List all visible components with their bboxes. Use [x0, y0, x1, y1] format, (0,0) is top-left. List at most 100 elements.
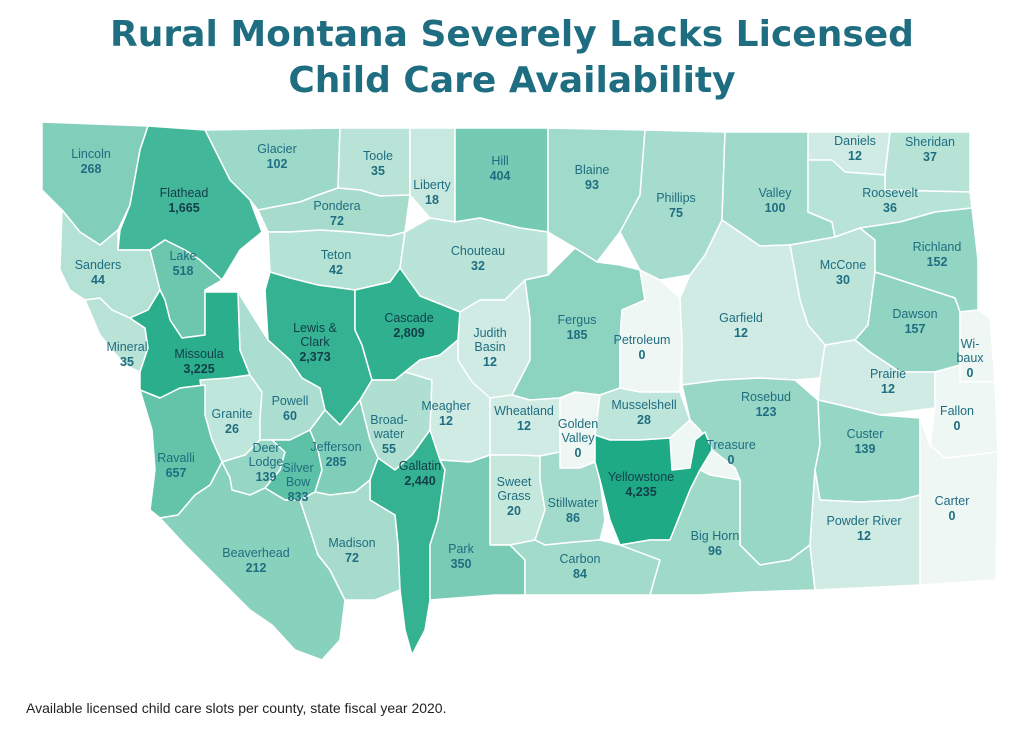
- county-value: 18: [425, 193, 439, 207]
- county-powder-river: [809, 469, 921, 591]
- county-name: Chouteau: [451, 244, 505, 258]
- county-value: 2,809: [393, 326, 424, 340]
- county-value: 0: [954, 419, 961, 433]
- county-value: 0: [639, 348, 646, 362]
- county-name: Phillips: [656, 191, 696, 205]
- county-value: 30: [836, 273, 850, 287]
- county-value: 285: [326, 455, 347, 469]
- county-name: Silver Bow: [282, 461, 313, 489]
- county-value: 350: [451, 557, 472, 571]
- county-name: Judith Basin: [473, 326, 506, 354]
- county-name: Golden Valley: [558, 417, 598, 445]
- county-name: Flathead: [160, 186, 209, 200]
- county-value: 86: [566, 511, 580, 525]
- county-value: 35: [120, 355, 134, 369]
- county-madison: [299, 479, 401, 601]
- title-line-1: Rural Montana Severely Lacks Licensed: [110, 14, 914, 55]
- county-value: 32: [471, 259, 485, 273]
- county-name: Custer: [847, 427, 884, 441]
- county-value: 60: [283, 409, 297, 423]
- map-caption: Available licensed child care slots per …: [26, 700, 447, 716]
- county-value: 833: [288, 490, 309, 504]
- county-name: Sanders: [75, 258, 122, 272]
- county-value: 12: [881, 382, 895, 396]
- county-name: Wi-baux: [956, 337, 984, 365]
- county-value: 75: [669, 206, 683, 220]
- county-name: McCone: [820, 258, 867, 272]
- county-value: 36: [883, 201, 897, 215]
- county-stillwater: [534, 451, 606, 546]
- county-name: Glacier: [257, 142, 297, 156]
- county-name: Rosebud: [741, 390, 791, 404]
- county-name: Sweet Grass: [497, 475, 532, 503]
- county-value: 518: [173, 264, 194, 278]
- county-name: Dawson: [892, 307, 937, 321]
- county-name: Hill: [491, 154, 508, 168]
- county-value: 35: [371, 164, 385, 178]
- county-name: Carter: [935, 494, 970, 508]
- county-name: Gallatin: [399, 459, 441, 473]
- county-name: Carbon: [560, 552, 601, 566]
- county-name: Treasure: [706, 438, 756, 452]
- county-name: Missoula: [174, 347, 223, 361]
- county-name: Musselshell: [611, 398, 676, 412]
- county-value: 2,373: [299, 350, 330, 364]
- county-value: 185: [567, 328, 588, 342]
- county-name: Lake: [169, 249, 196, 263]
- county-value: 268: [81, 162, 102, 176]
- county-value: 0: [949, 509, 956, 523]
- county-name: Fallon: [940, 404, 974, 418]
- county-name: Lincoln: [71, 147, 111, 161]
- county-labels: Lincoln268Glacier102Toole35Liberty18Hill…: [71, 134, 984, 581]
- county-name: Richland: [913, 240, 962, 254]
- county-value: 55: [382, 442, 396, 456]
- county-name: Cascade: [384, 311, 433, 325]
- county-name: Stillwater: [548, 496, 599, 510]
- county-value: 72: [345, 551, 359, 565]
- county-value: 37: [923, 150, 937, 164]
- county-name: Park: [448, 542, 474, 556]
- county-name: Teton: [321, 248, 352, 262]
- map-title: Rural Montana Severely Lacks Licensed Ch…: [0, 12, 1024, 104]
- county-name: Yellowstone: [608, 470, 674, 484]
- county-value: 12: [517, 419, 531, 433]
- county-name: Prairie: [870, 367, 906, 381]
- county-value: 123: [756, 405, 777, 419]
- county-name: Powder River: [826, 514, 901, 528]
- county-name: Jefferson: [310, 440, 361, 454]
- county-name: Lewis & Clark: [293, 321, 337, 349]
- county-value: 152: [927, 255, 948, 269]
- county-value: 102: [267, 157, 288, 171]
- county-name: Fergus: [558, 313, 597, 327]
- county-name: Granite: [212, 407, 253, 421]
- county-name: Beaverhead: [222, 546, 289, 560]
- county-value: 26: [225, 422, 239, 436]
- county-name: Deer Lodge: [249, 441, 284, 469]
